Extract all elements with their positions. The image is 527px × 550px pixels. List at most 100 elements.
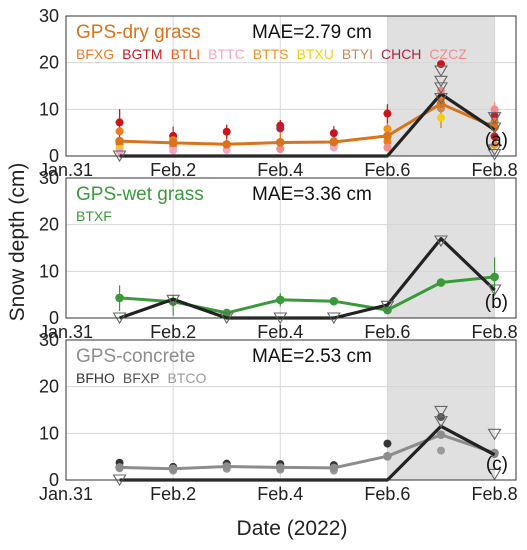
x-tick-label: Feb.4	[257, 160, 303, 180]
axes-frame	[65, 177, 517, 319]
site-point	[490, 111, 499, 120]
gps-series-line	[119, 433, 496, 471]
reference-triangle	[434, 235, 448, 248]
gps-series-point	[383, 451, 392, 461]
gps-series-point	[222, 140, 232, 149]
site-point	[115, 127, 124, 136]
site-label: BTYI	[342, 46, 373, 62]
mae-text: MAE=2.79 cm	[252, 22, 372, 43]
x-tick-label: Jan.31	[39, 322, 93, 342]
site-point	[437, 446, 445, 455]
gps-series-point	[115, 293, 124, 303]
gps-series-point	[329, 137, 339, 147]
reference-triangle	[487, 284, 502, 297]
gps-series-point	[436, 430, 446, 440]
panel-a: 0 10 20 30 Jan.31 Feb.2 Feb.4 Feb.6 Feb.8 GPS-dry…	[39, 6, 518, 180]
y-tick-label: 10	[39, 99, 59, 119]
x-tick-label: Feb.6	[364, 484, 410, 504]
gps-series-point	[168, 464, 178, 474]
site-label: BFXP	[123, 370, 160, 386]
site-point	[329, 129, 338, 138]
x-tick-label: Feb.2	[150, 484, 196, 504]
site-point	[115, 118, 124, 127]
site-point	[383, 439, 392, 448]
panel-b: 0 10 20 30 Jan.31 Feb.2 Feb.4 Feb.6 Feb.8 GPS-wet…	[39, 168, 518, 342]
panel-label: (c)	[486, 454, 508, 475]
y-tick-label: 0	[49, 470, 59, 490]
site-point	[276, 124, 285, 133]
site-label: BTXF	[76, 208, 112, 224]
reference-triangle	[434, 93, 448, 105]
y-tick-label: 30	[39, 168, 59, 188]
site-label: BFXG	[76, 46, 114, 62]
x-tick-label: Jan.31	[39, 484, 93, 504]
site-point	[383, 109, 392, 118]
panel-title: GPS-wet grass	[76, 184, 204, 205]
site-label: BTLI	[171, 46, 201, 62]
y-tick-label: 20	[39, 215, 59, 235]
site-point	[276, 145, 285, 153]
panel-title: GPS-concrete	[76, 346, 195, 367]
site-label: BTTC	[208, 46, 245, 62]
reference-triangle	[434, 416, 448, 428]
site-label: BFHO	[76, 370, 115, 386]
panel-title: GPS-dry grass	[76, 22, 201, 43]
x-tick-label: Feb.8	[472, 160, 518, 180]
y-tick-label: 0	[49, 146, 59, 166]
x-tick-label: Jan.31	[39, 160, 93, 180]
site-point	[490, 105, 499, 114]
site-label: BGTM	[122, 46, 162, 62]
y-tick-label: 20	[39, 377, 59, 397]
gps-series-point	[222, 462, 232, 471]
gps-series-point	[275, 295, 285, 305]
mae-text: MAE=2.53 cm	[252, 346, 372, 367]
site-point	[383, 143, 392, 152]
panel-label: (b)	[485, 292, 508, 313]
gps-series-point	[115, 136, 124, 146]
y-axis-label: Snow depth (cm)	[6, 163, 29, 322]
gps-series-point	[490, 272, 499, 282]
panel-label: (a)	[485, 130, 508, 151]
x-tick-label: Feb.4	[257, 322, 303, 342]
x-axis-label: Date (2022)	[237, 517, 348, 540]
mae-text: MAE=3.36 cm	[252, 184, 372, 205]
gps-series-line	[119, 102, 496, 146]
y-tick-label: 10	[39, 423, 59, 443]
site-point	[490, 132, 499, 141]
x-tick-label: Feb.2	[150, 160, 196, 180]
gps-series-point	[168, 138, 178, 148]
x-tick-label: Feb.8	[472, 484, 518, 504]
y-tick-label: 30	[39, 6, 59, 26]
x-tick-label: Feb.6	[364, 322, 410, 342]
site-label: BTCO	[167, 370, 206, 386]
site-point	[169, 146, 178, 155]
axes-frame	[65, 15, 517, 157]
site-label: CHCH	[381, 46, 421, 62]
reference-triangle	[380, 300, 395, 313]
reference-triangle	[166, 294, 181, 307]
site-label: CZCZ	[429, 46, 467, 62]
gps-series-point	[383, 131, 392, 141]
gps-series-point	[115, 463, 124, 472]
y-tick-label: 20	[39, 53, 59, 73]
site-label: BTTS	[253, 46, 289, 62]
x-tick-label: Feb.6	[364, 160, 410, 180]
site-point	[222, 127, 231, 136]
gps-series-point	[436, 278, 446, 287]
gps-series-point	[275, 138, 285, 147]
reference-triangle	[487, 468, 502, 481]
panel-c: 0 10 20 30 Jan.31 Feb.2 Feb.4 Feb.6 Feb.8 GPS-con…	[39, 330, 518, 504]
shaded-period	[387, 178, 495, 318]
y-tick-label: 30	[39, 330, 59, 350]
x-tick-label: Feb.4	[257, 484, 303, 504]
site-point	[437, 113, 445, 122]
reference-triangle	[487, 149, 502, 161]
reference-triangle	[434, 75, 448, 88]
gps-series-point	[329, 463, 339, 473]
y-tick-label: 10	[39, 261, 59, 281]
reference-triangle	[487, 428, 502, 441]
reference-triangle	[434, 405, 448, 418]
shaded-period	[387, 340, 495, 480]
site-point	[383, 124, 392, 133]
